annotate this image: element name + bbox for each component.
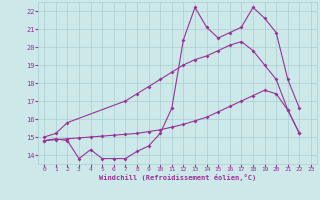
X-axis label: Windchill (Refroidissement éolien,°C): Windchill (Refroidissement éolien,°C): [99, 174, 256, 181]
